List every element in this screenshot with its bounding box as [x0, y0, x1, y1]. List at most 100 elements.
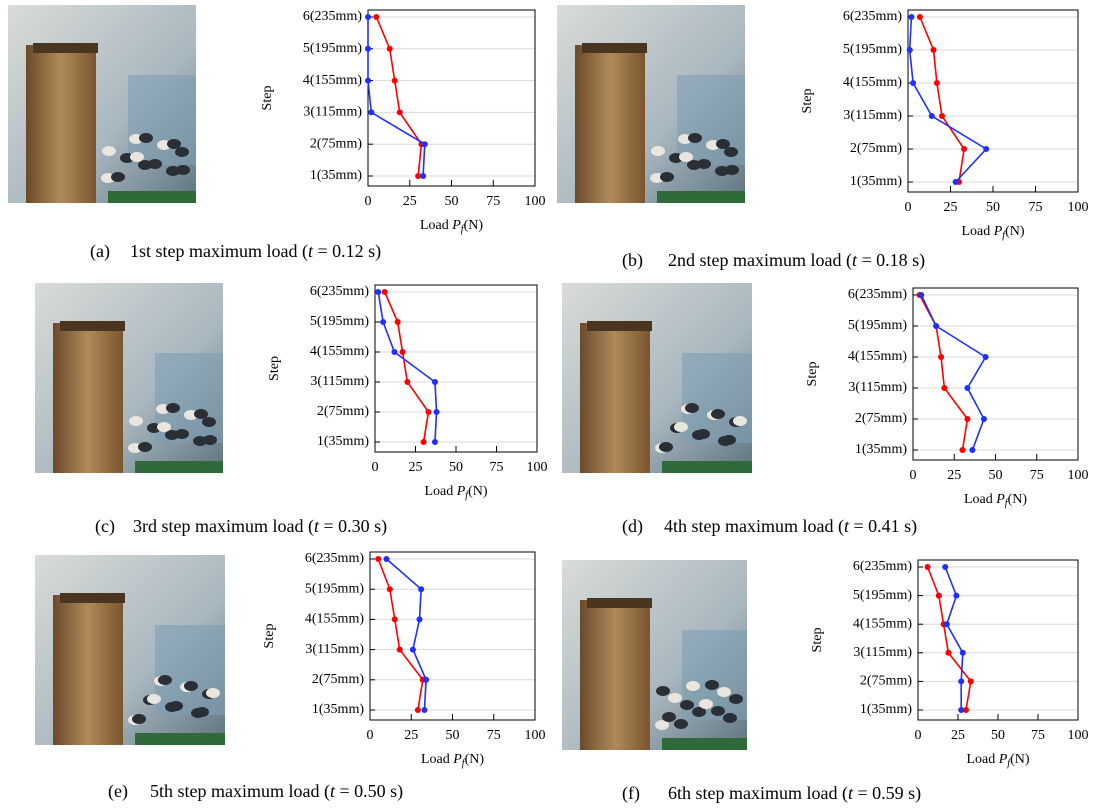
x-tick-label: 50 [445, 194, 459, 209]
x-tick-label: 25 [404, 728, 418, 743]
stone [686, 681, 700, 691]
x-axis-label: Load Pf(N) [961, 224, 1024, 241]
y-tick-label: 4(155mm) [303, 73, 362, 88]
series-line [368, 17, 425, 176]
stone [167, 139, 181, 149]
stone [711, 409, 725, 419]
y-axis-label: Step [805, 362, 820, 387]
stone [668, 693, 682, 703]
caption-part: = 0.59 s) [853, 783, 921, 804]
x-tick-label: 100 [525, 728, 546, 743]
y-tick-label: 4(155mm) [305, 612, 364, 627]
x-axis-label: Load Pf(N) [424, 484, 487, 501]
x-tick-label: 25 [951, 728, 965, 743]
data-point [418, 586, 424, 592]
wood-frame [580, 600, 650, 750]
caption-part: = 0.12 s) [313, 241, 381, 262]
stone [206, 688, 220, 698]
data-point [910, 80, 916, 86]
y-tick-label: 2(75mm) [310, 136, 362, 151]
caption-part: 1st step maximum load ( [130, 241, 308, 262]
data-point [936, 593, 942, 599]
caption-part: = 0.50 s) [335, 781, 403, 802]
stone [130, 152, 144, 162]
stone [716, 139, 730, 149]
plot-frame [368, 10, 535, 186]
x-tick-label: 50 [991, 728, 1005, 743]
stone [711, 706, 725, 716]
base-strip [662, 738, 747, 750]
panel-caption: 3rd step maximum load (t = 0.30 s) [133, 516, 387, 537]
x-tick-label: 0 [915, 728, 922, 743]
y-tick-label: 1(35mm) [855, 442, 907, 457]
water-block [155, 625, 225, 715]
x-tick-label: 0 [367, 728, 374, 743]
stone [717, 687, 731, 697]
panel-caption: 2nd step maximum load (t = 0.18 s) [668, 250, 925, 271]
caption-part: = 0.18 s) [857, 250, 925, 271]
x-tick-label: 0 [905, 200, 912, 215]
wood-beam [60, 321, 125, 331]
stone [148, 159, 162, 169]
stone [679, 152, 693, 162]
stone [656, 686, 670, 696]
y-tick-label: 1(35mm) [317, 434, 369, 449]
data-point [918, 292, 924, 298]
caption-part: 5th step maximum load ( [150, 781, 330, 802]
caption-part: 3rd step maximum load ( [133, 516, 314, 537]
x-tick-label: 25 [944, 200, 958, 215]
data-point [969, 447, 975, 453]
stone [705, 680, 719, 690]
data-point [917, 14, 923, 20]
stone [688, 133, 702, 143]
data-point [945, 650, 951, 656]
x-axis-label-part: (N) [1010, 752, 1030, 767]
x-tick-label: 100 [1068, 200, 1089, 215]
y-tick-label: 2(75mm) [850, 141, 902, 156]
data-point [421, 439, 427, 445]
x-axis-label-part: P [456, 484, 466, 499]
stone [674, 422, 688, 432]
y-tick-label: 4(155mm) [310, 344, 369, 359]
stone [129, 416, 143, 426]
data-point [365, 46, 371, 52]
stone [697, 159, 711, 169]
wood-beam [60, 593, 125, 603]
y-tick-label: 5(195mm) [848, 318, 907, 333]
data-point [908, 14, 914, 20]
stone [722, 435, 736, 445]
y-tick-label: 5(195mm) [843, 42, 902, 57]
data-point [380, 319, 386, 325]
data-point [907, 47, 913, 53]
stone [169, 701, 183, 711]
stone [651, 146, 665, 156]
data-point [420, 173, 426, 179]
x-axis-label-part: Load [421, 752, 453, 767]
y-axis-label: Step [260, 86, 275, 111]
panel-caption: 5th step maximum load (t = 0.50 s) [150, 781, 403, 802]
wood-beam [582, 43, 647, 53]
y-tick-label: 1(35mm) [310, 168, 362, 183]
x-axis-label-part: (N) [1005, 224, 1025, 239]
data-point [933, 323, 939, 329]
data-point [432, 379, 438, 385]
y-tick-label: 6(235mm) [305, 551, 364, 566]
x-axis-label-part: Load [961, 224, 993, 239]
y-tick-label: 3(115mm) [848, 380, 907, 395]
plot-frame [375, 285, 537, 452]
data-point [373, 14, 379, 20]
x-axis-label-part: P [993, 224, 1003, 239]
y-tick-label: 1(35mm) [860, 702, 912, 717]
x-tick-label: 25 [403, 194, 417, 209]
plot-frame [918, 560, 1078, 720]
data-point [968, 678, 974, 684]
stone [175, 429, 189, 439]
x-tick-label: 0 [910, 468, 917, 483]
wood-frame [580, 323, 650, 473]
x-tick-label: 0 [365, 194, 372, 209]
x-axis-label: Load Pf(N) [966, 752, 1029, 769]
data-point [391, 349, 397, 355]
series-line [387, 559, 427, 710]
x-tick-label: 75 [486, 194, 500, 209]
panel-label: (d) [622, 516, 643, 537]
